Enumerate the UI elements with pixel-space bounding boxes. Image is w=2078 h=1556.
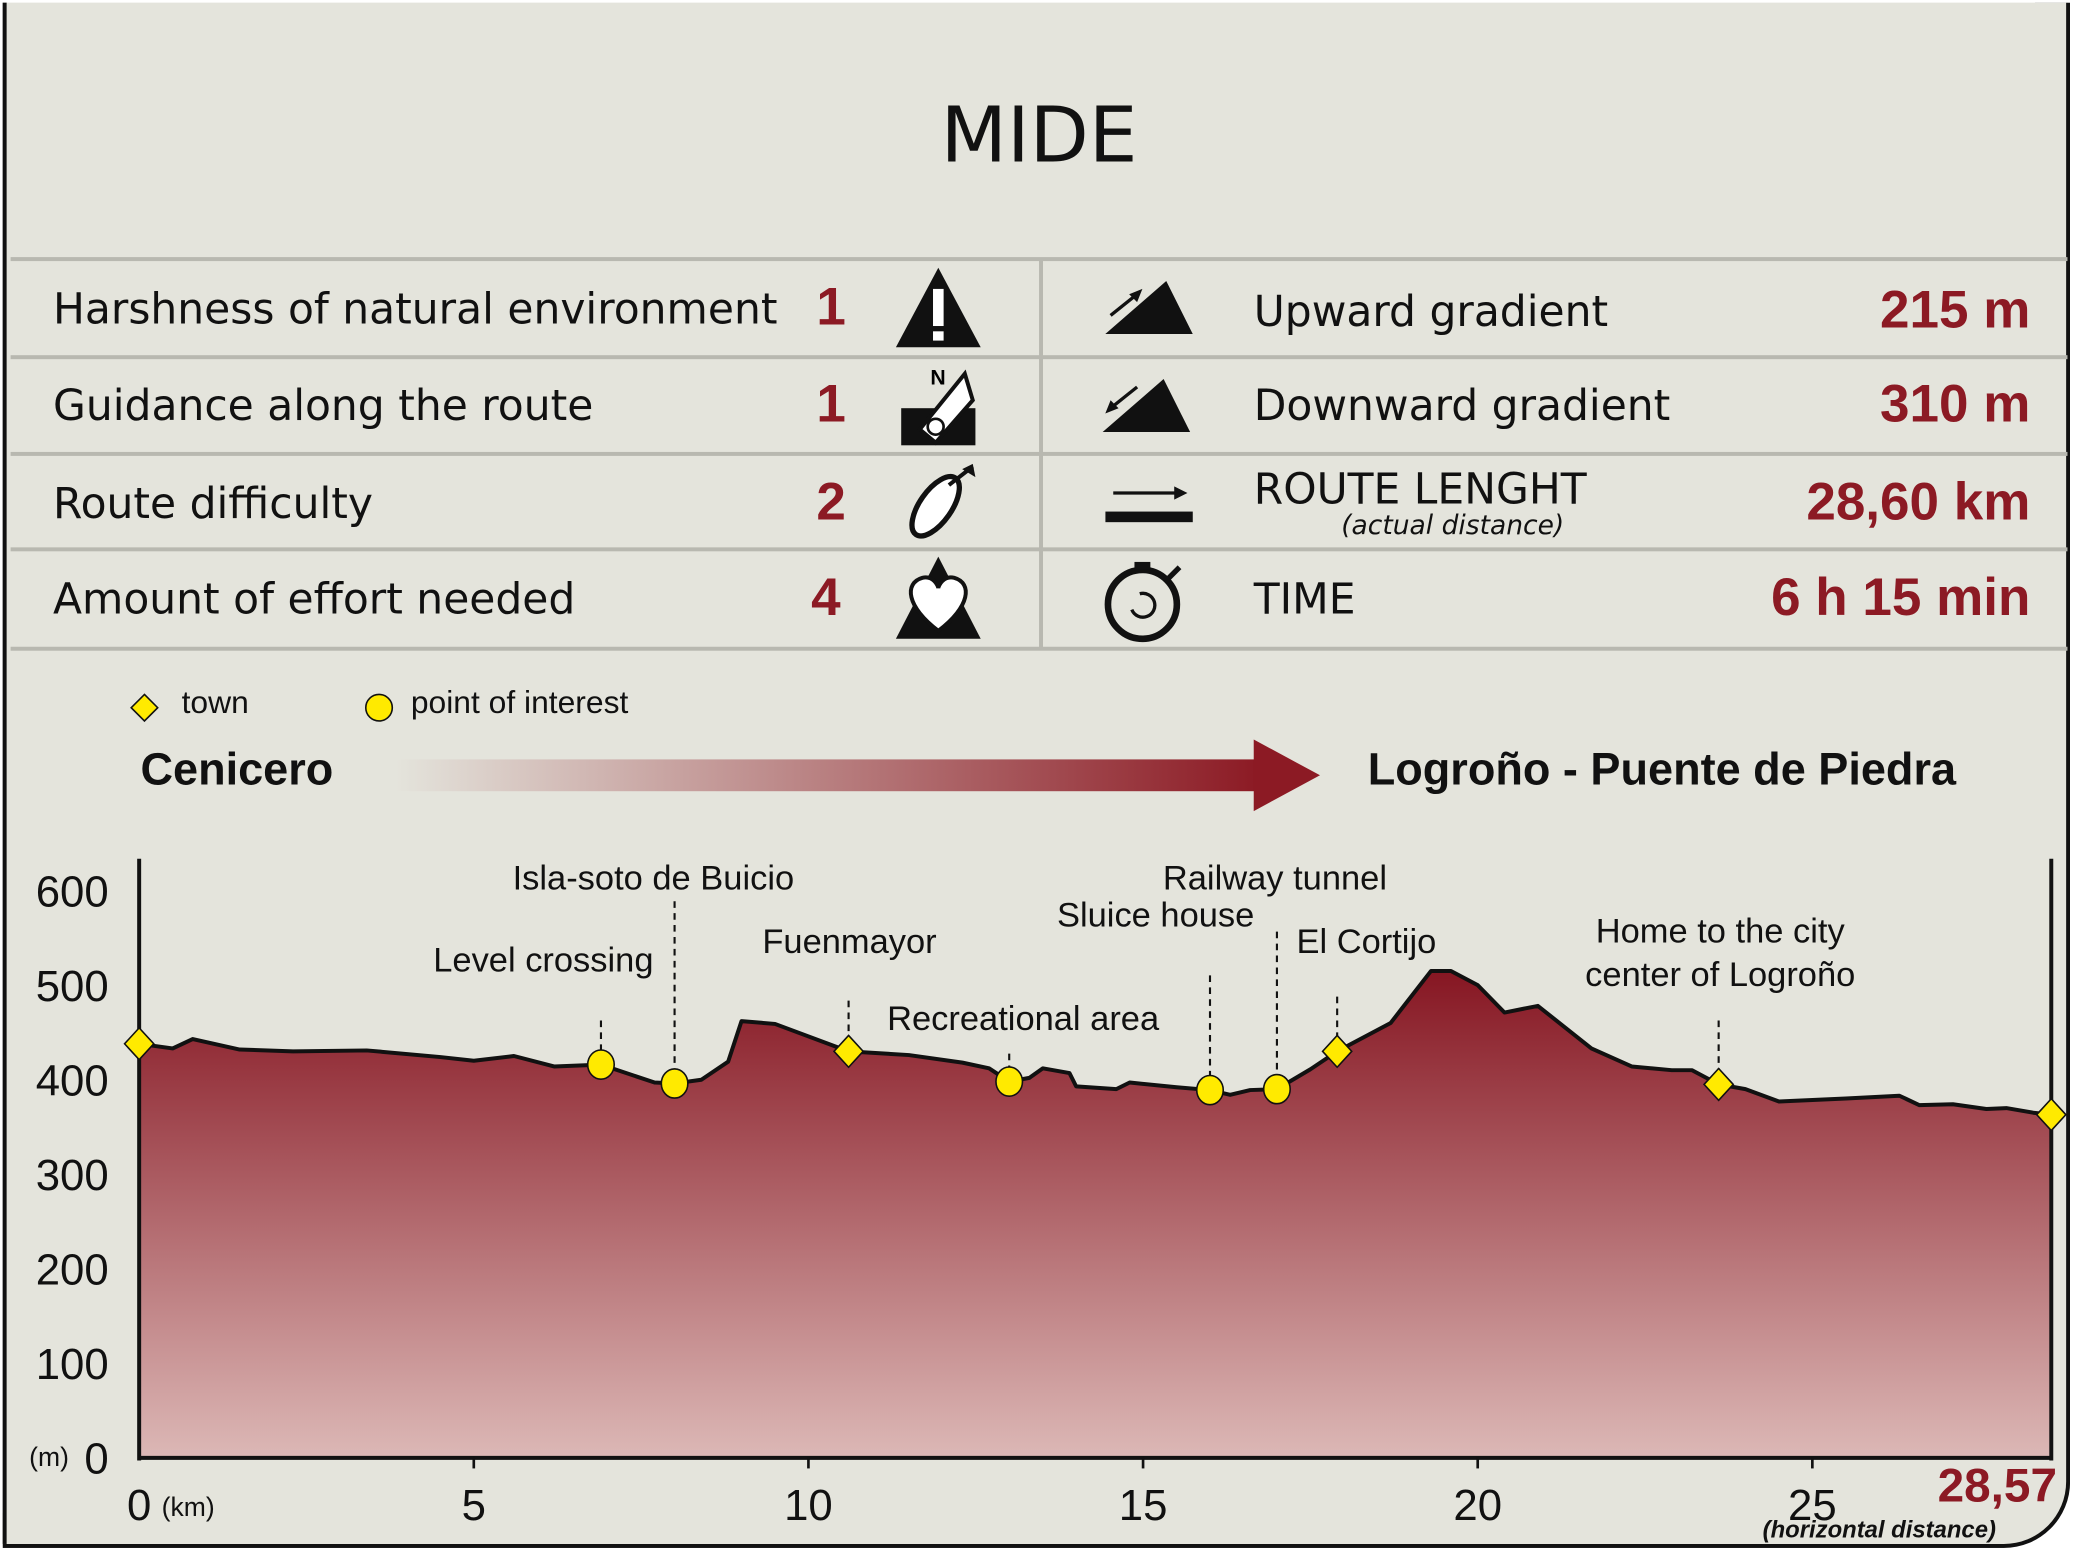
heart-mountain-icon: [895, 556, 981, 639]
compass-map-icon: N: [901, 366, 976, 446]
x-tick-label: 20: [1453, 1481, 1502, 1530]
town-marker: [832, 1034, 865, 1069]
elevation-line: [138, 969, 2052, 1117]
point-label: Fuenmayor: [762, 921, 937, 961]
y-axis-unit: (m): [29, 1443, 69, 1473]
poi-circle-icon: [364, 693, 394, 722]
end-distance-note: (horizontal distance): [1762, 1516, 1996, 1543]
x-tick-label: 10: [784, 1481, 833, 1530]
legend-poi: point of interest: [410, 685, 629, 721]
town-marker: [1321, 1034, 1353, 1069]
mide-value: 1: [816, 278, 846, 337]
y-tick-label: 200: [36, 1246, 109, 1295]
town-marker: [123, 1026, 155, 1061]
stat-value: 310 m: [1880, 375, 2031, 434]
svg-text:N: N: [930, 366, 945, 389]
point-label: Sluice house: [1056, 894, 1255, 935]
stat-label: ROUTE LENGHT: [1253, 463, 1587, 515]
point-label: Railway tunnel: [1162, 857, 1387, 898]
y-tick-label: 500: [36, 962, 109, 1011]
y-tick-label: 100: [36, 1340, 109, 1389]
stat-value: 6 h 15 min: [1771, 568, 2031, 627]
y-tick-label: 300: [36, 1151, 109, 1200]
warning-triangle-icon: [895, 267, 981, 348]
stat-value: 28,60 km: [1806, 473, 2031, 532]
mide-value: 2: [816, 473, 846, 532]
footprint-icon: [909, 463, 976, 539]
poi-marker: [995, 1066, 1024, 1097]
town-marker: [2035, 1097, 2067, 1132]
stat-sublabel: (actual distance): [1341, 508, 1565, 541]
x-tick-label: 0: [127, 1481, 151, 1530]
divider: [10, 257, 2068, 262]
point-label: Home to the city center of Logroño: [1585, 910, 1856, 994]
page-title: MIDE: [940, 90, 1138, 181]
point-label: El Cortijo: [1296, 921, 1437, 961]
divider: [1039, 259, 1044, 650]
end-distance: 28,57: [1937, 1457, 2057, 1513]
poi-marker: [660, 1068, 689, 1099]
stat-label: Upward gradient: [1253, 286, 1609, 337]
legend-town: town: [181, 685, 249, 721]
mide-value: 4: [811, 568, 841, 627]
mide-label: Harshness of natural environment: [53, 283, 778, 334]
stopwatch-icon: [1104, 561, 1182, 643]
mide-value: 1: [816, 375, 846, 434]
downward-slope-icon: [1102, 379, 1191, 433]
x-axis-unit: (km): [161, 1493, 215, 1523]
x-tick-label: 5: [462, 1481, 486, 1530]
elevation-area: [139, 971, 2052, 1458]
poi-marker: [1195, 1074, 1225, 1106]
y-tick-label: 0: [84, 1435, 108, 1484]
mide-label: Route difficulty: [53, 478, 374, 529]
y-tick-label: 400: [36, 1057, 109, 1106]
x-tick-label: 15: [1119, 1481, 1168, 1530]
y-tick-label: 600: [36, 868, 109, 917]
x-tick-label: 25: [1788, 1481, 1837, 1530]
distance-arrow-icon: [1105, 486, 1193, 523]
mide-label: Amount of effort needed: [53, 573, 576, 625]
point-label: Level crossing: [433, 939, 654, 980]
route-start: Cenicero: [140, 744, 334, 796]
stat-label: Downward gradient: [1253, 380, 1671, 431]
town-marker: [1702, 1067, 1735, 1102]
point-label: Isla-soto de Buicio: [512, 857, 795, 898]
direction-arrow-icon: [394, 739, 1320, 812]
poi-marker: [586, 1049, 616, 1080]
poi-marker: [1262, 1073, 1291, 1105]
stat-label: TIME: [1253, 573, 1356, 625]
mide-label: Guidance along the route: [53, 380, 594, 431]
route-end: Logroño - Puente de Piedra: [1367, 744, 1957, 796]
point-label: Recreational area: [887, 997, 1160, 1038]
upward-slope-icon: [1105, 280, 1193, 334]
town-diamond-icon: [130, 693, 159, 723]
stat-value: 215 m: [1880, 280, 2031, 340]
